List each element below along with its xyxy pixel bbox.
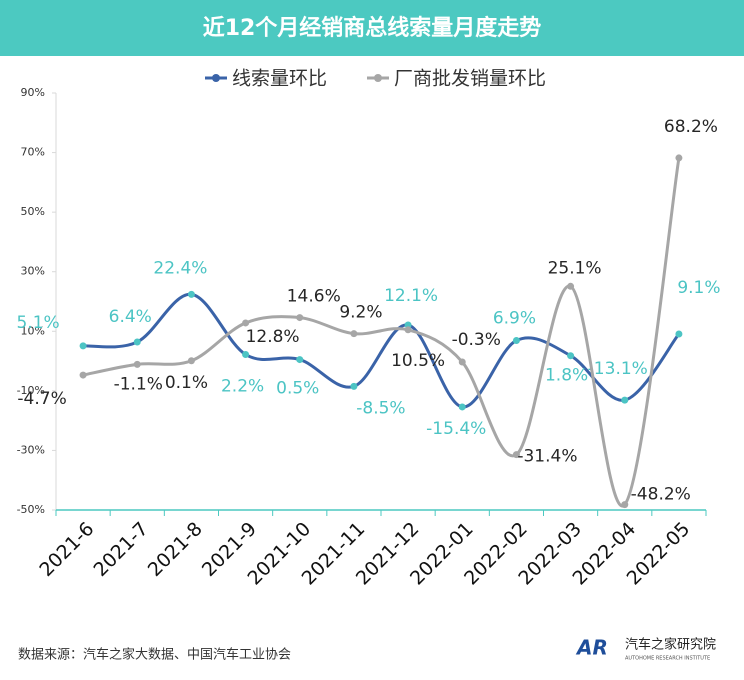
data-label: -1.1% (114, 374, 163, 394)
data-label: 25.1% (548, 258, 602, 278)
x-tick-label: 2021-6 (35, 518, 98, 581)
data-point (621, 396, 629, 404)
data-label: 22.4% (153, 258, 207, 278)
data-label: -48.2% (631, 485, 691, 505)
data-label: -8.5% (356, 398, 405, 418)
data-point (512, 337, 520, 345)
logo-mark: AR (575, 636, 608, 660)
data-label: 2.2% (221, 377, 264, 397)
logo-sub: AUTOHOME RESEARCH INSTITUTE (625, 656, 710, 662)
data-point (675, 330, 683, 338)
legend-label: 线索量环比 (232, 68, 327, 90)
data-label: 6.4% (109, 307, 152, 327)
data-point (79, 371, 87, 379)
data-label: 12.1% (384, 286, 438, 306)
data-point (296, 356, 304, 364)
data-label: 9.2% (339, 303, 382, 323)
legend-marker (374, 74, 382, 82)
data-point (350, 382, 358, 390)
x-tick-label: 2021-7 (90, 518, 153, 581)
data-point (567, 352, 575, 360)
data-label: -4.7% (17, 389, 66, 409)
data-label: 0.5% (276, 379, 319, 399)
data-label: 5.1% (16, 313, 59, 333)
data-point (567, 282, 575, 290)
data-label: 68.2% (664, 117, 718, 137)
y-tick-label: -50% (17, 503, 45, 516)
y-tick-label: -10% (17, 384, 45, 397)
data-point (350, 330, 358, 338)
legend-marker (212, 74, 220, 82)
data-point (675, 154, 683, 162)
data-label: -31.4% (517, 447, 577, 467)
y-tick-label: 90% (21, 86, 45, 99)
data-point (458, 403, 466, 411)
data-point (512, 451, 520, 459)
data-point (133, 360, 141, 368)
source-note: 数据来源：汽车之家大数据、中国汽车工业协会 (18, 647, 291, 663)
data-point (621, 501, 629, 509)
data-label: 12.8% (246, 327, 300, 347)
data-label: 10.5% (391, 351, 445, 371)
y-tick-label: -30% (17, 443, 45, 456)
data-point (187, 290, 195, 298)
data-label: 9.1% (677, 278, 720, 298)
data-point (187, 357, 195, 365)
data-point (458, 358, 466, 366)
data-point (242, 319, 250, 327)
series-line (82, 157, 681, 508)
data-label: -13.1% (588, 359, 648, 379)
logo-name: 汽车之家研究院 (625, 637, 716, 653)
chart-title: 近12个月经销商总线索量月度走势 (203, 15, 542, 41)
y-tick-label: 50% (21, 205, 45, 218)
data-point (296, 314, 304, 322)
logo: AR 汽车之家研究院 AUTOHOME RESEARCH INSTITUTE (575, 636, 716, 662)
legend-label: 厂商批发销量环比 (394, 68, 546, 90)
x-tick-label: 2021-8 (144, 518, 207, 581)
y-tick-label: 10% (21, 324, 45, 337)
y-tick-label: 70% (21, 146, 45, 159)
data-point (133, 338, 141, 346)
data-point (79, 342, 87, 350)
data-label: 0.1% (165, 373, 208, 393)
data-point (242, 351, 250, 359)
y-tick-label: 30% (21, 265, 45, 278)
data-label: -15.4% (426, 419, 486, 439)
data-label: 14.6% (287, 287, 341, 307)
data-point (404, 326, 412, 334)
data-label: 1.8% (545, 366, 588, 386)
title-banner (0, 0, 744, 56)
data-label: 6.9% (493, 309, 536, 329)
data-label: -0.3% (452, 330, 501, 350)
